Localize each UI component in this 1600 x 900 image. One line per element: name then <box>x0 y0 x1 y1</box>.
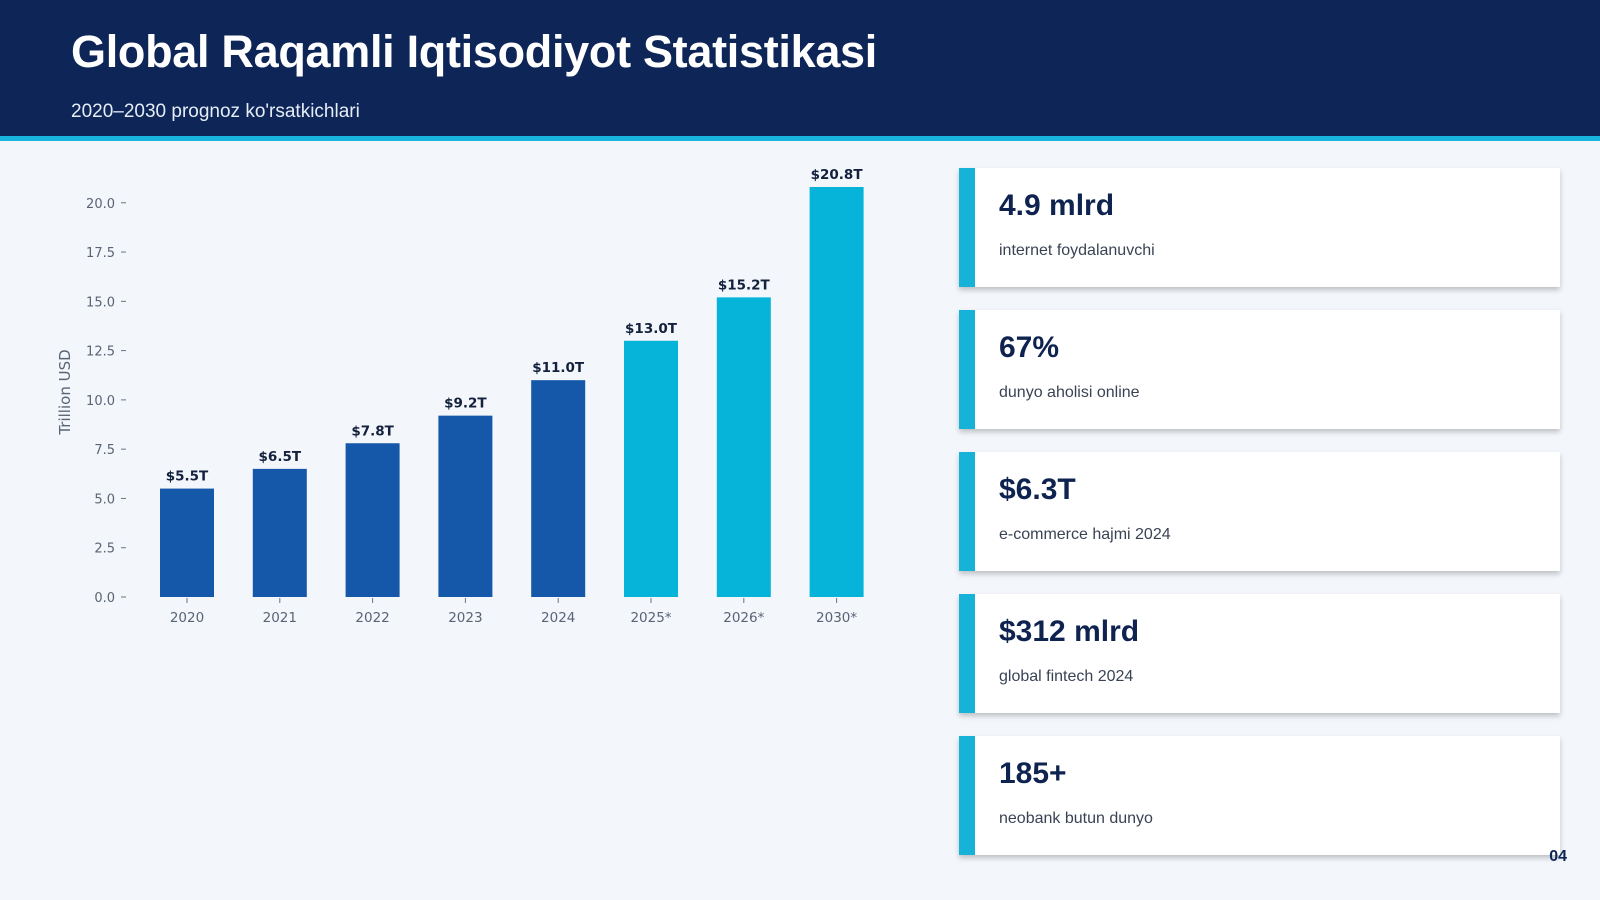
bar-data-label: $7.8T <box>351 423 394 439</box>
y-tick-label: 17.5 <box>86 246 115 261</box>
stat-card: 185+ neobank butun dunyo <box>959 736 1560 855</box>
stat-value: 4.9 mlrd <box>999 189 1115 222</box>
x-tick-label: 2022 <box>355 610 389 626</box>
x-tick-label: 2023 <box>448 610 482 626</box>
stat-card: 4.9 mlrd internet foydalanuvchi <box>959 168 1560 287</box>
stat-card: 67% dunyo aholisi online <box>959 310 1560 429</box>
y-tick-label: 2.5 <box>94 542 115 557</box>
bar-data-label: $15.2T <box>718 277 771 293</box>
slide-subtitle: 2020–2030 prognoz ko'rsatkichlari <box>71 101 360 122</box>
card-accent-bar <box>959 594 975 713</box>
stat-value: 67% <box>999 331 1060 364</box>
y-tick-label: 10.0 <box>86 394 115 409</box>
bar-data-label: $11.0T <box>532 360 585 376</box>
bar <box>160 488 214 597</box>
bar <box>716 297 771 597</box>
bar <box>438 415 493 597</box>
stat-value: 185+ <box>999 757 1067 790</box>
header-accent-line <box>0 136 1600 141</box>
bar-data-label: $20.8T <box>811 167 864 183</box>
bar <box>345 443 400 597</box>
stat-label: dunyo aholisi online <box>999 384 1140 401</box>
page-number: 04 <box>1549 848 1567 865</box>
y-tick-label: 15.0 <box>86 295 115 310</box>
y-tick-label: 20.0 <box>86 197 115 212</box>
bar-data-label: $9.2T <box>444 396 487 412</box>
y-tick-label: 12.5 <box>86 345 115 360</box>
x-tick-label: 2025* <box>630 610 671 626</box>
bar-data-label: $5.5T <box>166 469 209 485</box>
stat-value: $6.3T <box>999 473 1076 506</box>
x-tick-label: 2030* <box>816 610 857 626</box>
bar-chart: Trillion USD 0.0 2.5 5.0 7.5 10.0 12.5 15.0 17.5… <box>40 160 900 640</box>
x-tick-label: 2024 <box>541 610 575 626</box>
x-tick-label: 2020 <box>170 610 204 626</box>
y-axis-label: Trillion USD <box>56 349 74 435</box>
bar-data-label: $6.5T <box>259 449 302 465</box>
stat-card: $6.3T e-commerce hajmi 2024 <box>959 452 1560 571</box>
y-tick-label: 0.0 <box>94 591 115 606</box>
card-accent-bar <box>959 452 975 571</box>
card-accent-bar <box>959 736 975 855</box>
stat-card: $312 mlrd global fintech 2024 <box>959 594 1560 713</box>
card-accent-bar <box>959 310 975 429</box>
y-tick-label: 7.5 <box>94 443 115 458</box>
x-tick-label: 2026* <box>723 610 764 626</box>
slide-header: Global Raqamli Iqtisodiyot Statistikasi … <box>0 0 1600 136</box>
stat-label: internet foydalanuvchi <box>999 242 1155 259</box>
card-accent-bar <box>959 168 975 287</box>
stat-label: e-commerce hajmi 2024 <box>999 526 1171 543</box>
y-tick-label: 5.0 <box>94 492 115 507</box>
bar <box>252 468 307 597</box>
bar <box>624 340 678 597</box>
chart-svg: Trillion USD 0.0 2.5 5.0 7.5 10.0 12.5 15.0 17.5… <box>56 167 864 626</box>
stat-label: global fintech 2024 <box>999 668 1134 685</box>
stat-label: neobank butun dunyo <box>999 810 1153 827</box>
bar <box>809 187 864 597</box>
stat-value: $312 mlrd <box>999 615 1140 648</box>
bar <box>531 380 586 597</box>
x-tick-label: 2021 <box>263 610 297 626</box>
slide-title: Global Raqamli Iqtisodiyot Statistikasi <box>71 26 877 77</box>
bar-data-label: $13.0T <box>625 321 678 337</box>
